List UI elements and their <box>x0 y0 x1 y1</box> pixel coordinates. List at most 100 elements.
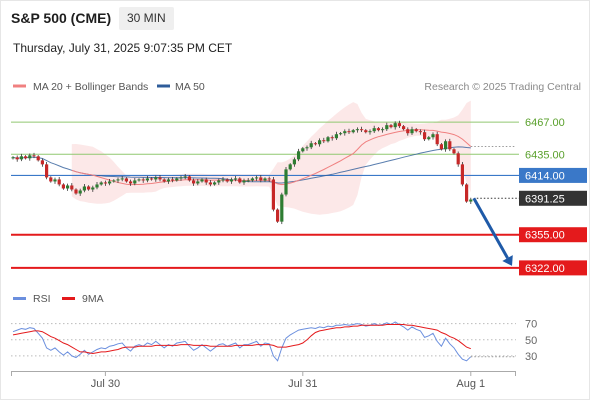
candle <box>431 132 435 140</box>
candle <box>61 183 65 190</box>
candle <box>292 157 296 167</box>
candle-body <box>137 179 141 181</box>
legend-swatch-9ma <box>62 297 75 300</box>
candle <box>368 129 372 135</box>
candle <box>32 152 36 159</box>
candle <box>204 177 208 185</box>
candle-body <box>116 179 120 181</box>
candle-body <box>150 178 154 180</box>
x-axis: Jul 30 Jul 31 Aug 1 <box>11 371 516 390</box>
candle <box>418 129 422 135</box>
candle-body <box>372 128 376 132</box>
candle-body <box>276 209 280 222</box>
candle-body <box>187 176 191 181</box>
candle-body <box>469 199 473 202</box>
level-label: 6435.00 <box>525 149 565 161</box>
candle-body <box>292 159 296 165</box>
candle <box>28 153 32 161</box>
candle-body <box>61 184 65 189</box>
level-label: 6414.00 <box>525 170 565 182</box>
candle <box>150 177 154 181</box>
candle-body <box>95 184 99 188</box>
candle <box>402 124 406 131</box>
candle-body <box>242 180 246 183</box>
candle <box>234 176 238 182</box>
candle <box>116 177 120 183</box>
ma20-line <box>71 129 472 186</box>
rsi-panel: RSI 9MA 70 50 30 <box>11 293 537 363</box>
candle <box>187 175 191 182</box>
candle-body <box>284 169 288 195</box>
candle <box>200 178 204 183</box>
candle <box>120 176 124 182</box>
candle-body <box>162 179 166 182</box>
candle <box>284 166 288 197</box>
candle-body <box>246 180 250 182</box>
candle <box>129 179 133 186</box>
candle <box>360 126 364 132</box>
candle <box>24 155 28 160</box>
candle-body <box>66 185 70 189</box>
candle-body <box>213 182 217 185</box>
bollinger-band-fill <box>71 100 471 215</box>
candle <box>364 128 368 134</box>
candle <box>452 148 456 155</box>
candle-body <box>57 179 61 185</box>
candle <box>112 179 116 183</box>
candle-body <box>444 141 448 150</box>
candle <box>145 176 149 183</box>
candle-body <box>154 177 158 180</box>
candle-body <box>175 178 179 181</box>
rsi-ma-line <box>12 324 471 355</box>
candle-body <box>53 179 57 182</box>
legend-label-ma20: MA 20 + Bollinger Bands <box>33 81 148 93</box>
instrument-title: S&P 500 (CME) <box>11 10 112 26</box>
candle <box>49 176 53 183</box>
candle-body <box>204 179 208 183</box>
candle-body <box>271 179 275 210</box>
candle <box>465 183 469 203</box>
timeframe-badge[interactable]: 30 MIN <box>119 7 174 30</box>
candle <box>414 127 418 133</box>
candle-body <box>364 130 368 133</box>
candle-body <box>339 133 343 135</box>
candle <box>242 178 246 185</box>
candle <box>372 125 376 133</box>
candle-body <box>435 134 439 145</box>
candle <box>305 145 309 151</box>
candle-body <box>288 164 292 170</box>
candle <box>208 180 212 187</box>
candle-body <box>355 129 359 131</box>
rsi-tick-label: 70 <box>525 319 537 331</box>
candle-body <box>217 180 221 183</box>
rsi-tick-label: 50 <box>525 335 537 347</box>
candle-body <box>431 134 435 138</box>
candle <box>444 139 448 152</box>
candle <box>192 178 196 186</box>
candle-body <box>103 182 107 184</box>
candle-body <box>112 180 116 182</box>
candle-body <box>381 129 385 131</box>
candle-body <box>234 178 238 180</box>
candle <box>141 177 145 183</box>
candle <box>183 174 187 180</box>
candle <box>124 177 128 183</box>
candle <box>397 120 401 128</box>
candle <box>196 179 200 186</box>
candle <box>297 148 301 162</box>
level-label: 6391.25 <box>525 193 565 205</box>
candle <box>376 126 380 132</box>
level-label-box <box>519 260 587 276</box>
candle-body <box>389 125 393 128</box>
candle-body <box>280 194 284 222</box>
candle-body <box>225 179 229 182</box>
candle <box>343 129 347 136</box>
bollinger-band-area <box>71 100 471 215</box>
candle-body <box>171 179 175 181</box>
candle <box>381 127 385 133</box>
candle <box>276 208 280 223</box>
candle <box>385 122 389 131</box>
candle <box>351 128 355 134</box>
